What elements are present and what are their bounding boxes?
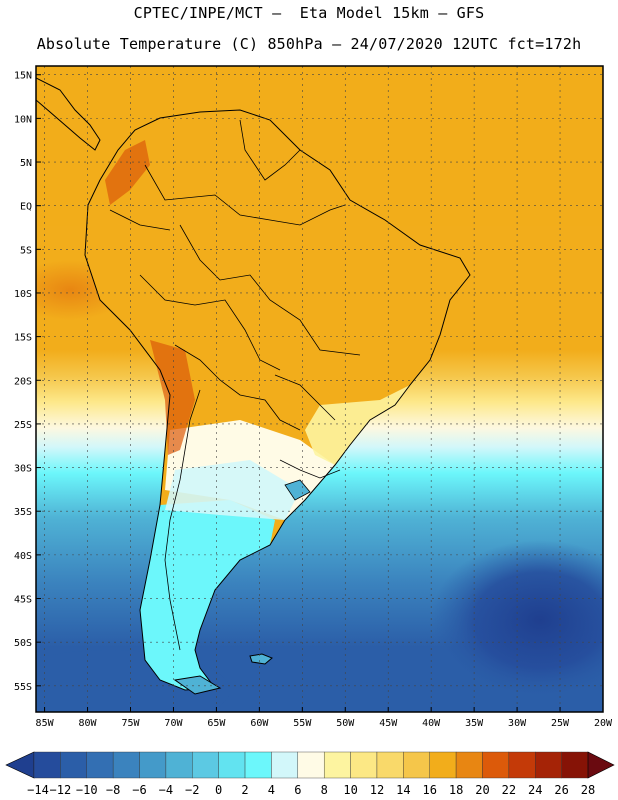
colorbar-label: 8 [321, 783, 328, 797]
colorbar-label: 10 [343, 783, 357, 797]
lon-tick-label: 30W [508, 718, 527, 729]
map-gridlines [36, 66, 604, 712]
lon-tick-label: 75W [121, 718, 140, 729]
longitude-labels: 85W 80W 75W 70W 65W 60W 55W 50W 45W 40W 35W 30W 25W 2… [36, 718, 613, 729]
colorbar-swatch [429, 751, 457, 779]
colorbar-swatch [350, 751, 378, 779]
lon-tick-label: 80W [79, 718, 98, 729]
lat-tick-label: 15S [14, 333, 32, 344]
temperature-map: 15N 10N 5N EQ 5S 10S 15S 20S 25S 30S 35S 40S 45S 50S 5… [14, 65, 613, 729]
lat-tick-label: 35S [14, 507, 32, 518]
lat-tick-label: 10N [14, 114, 32, 125]
map-title: CPTEC/INPE/MCT – Eta Model 15km – GFS [133, 4, 485, 22]
colorbar-label: 20 [475, 783, 489, 797]
lat-tick-label: 50S [14, 638, 32, 649]
colorbar-label: 16 [422, 783, 436, 797]
colorbar-label: 22 [502, 783, 516, 797]
colorbar-label: 0 [215, 783, 222, 797]
colorbar-swatch [86, 751, 114, 779]
cold-core-atlantic [430, 540, 603, 700]
lon-tick-label: 35W [465, 718, 484, 729]
colorbar-swatch [244, 751, 272, 779]
lon-tick-label: 70W [164, 718, 183, 729]
lon-tick-label: 50W [336, 718, 355, 729]
colorbar-swatch [60, 751, 87, 779]
latitude-labels: 15N 10N 5N EQ 5S 10S 15S 20S 25S 30S 35S 40S 45S 50S 5… [14, 71, 32, 693]
colorbar-swatch [297, 751, 325, 779]
colorbar-label: −12 [50, 783, 72, 797]
lon-tick-label: 45W [379, 718, 398, 729]
colorbar-label: −14 [27, 783, 49, 797]
andes-warm-strip [105, 140, 195, 455]
lat-tick-label: 40S [14, 551, 32, 562]
lat-tick-label: 45S [14, 595, 32, 606]
colorbar: −14 −12 −10 −8 −6 −4 −2 0 2 4 6 8 10 12 14 16 18 20 22 24 26… [5, 751, 615, 797]
colorbar-left-arrow [5, 751, 35, 779]
falkland-islands [249, 653, 273, 665]
colorbar-swatch [192, 751, 219, 779]
colorbar-swatch [165, 751, 193, 779]
lat-tick-label: 25S [14, 420, 32, 431]
colorbar-label: 26 [554, 783, 568, 797]
lat-tick-label: 5S [20, 245, 32, 256]
colorbar-label: 2 [241, 783, 248, 797]
colorbar-swatch [535, 751, 562, 779]
colorbar-label: 4 [268, 783, 275, 797]
colorbar-label: −6 [132, 783, 146, 797]
map-frame [35, 65, 604, 713]
colorbar-swatch [112, 751, 140, 779]
temperature-field [36, 66, 603, 712]
lon-tick-label: 85W [36, 718, 55, 729]
colorbar-swatch [455, 751, 483, 779]
colorbar-labels: −14 −12 −10 −8 −6 −4 −2 0 2 4 6 8 10 12 14 16 18 20 22 24 26… [27, 783, 595, 797]
southern-brazil-mild [305, 385, 410, 465]
lat-tick-label: 10S [14, 289, 32, 300]
colorbar-swatch [482, 751, 510, 779]
lat-tick-label: 30S [14, 464, 32, 475]
map-subtitle: Absolute Temperature (C) 850hPa – 24/07/… [36, 35, 582, 53]
colorbar-label: 6 [294, 783, 301, 797]
lon-tick-label: 40W [422, 718, 441, 729]
colorbar-label: −2 [185, 783, 199, 797]
lon-tick-label: 20W [594, 718, 613, 729]
colorbar-swatch [218, 751, 246, 779]
lon-tick-label: 25W [551, 718, 570, 729]
colorbar-swatch [271, 751, 299, 779]
lat-tick-label: 5N [20, 158, 32, 169]
colorbar-swatches [5, 751, 615, 779]
colorbar-label: 14 [396, 783, 410, 797]
colorbar-swatch [508, 751, 536, 779]
argentina-transition [165, 460, 300, 520]
colorbar-label: 24 [528, 783, 542, 797]
colorbar-swatch [139, 751, 167, 779]
lat-tick-label: 55S [14, 682, 32, 693]
coastline [84, 109, 471, 691]
colorbar-label: 18 [449, 783, 463, 797]
colorbar-right-arrow [587, 751, 615, 779]
lagoa-dos-patos [284, 479, 311, 501]
lon-tick-label: 55W [293, 718, 312, 729]
colorbar-label: 28 [581, 783, 595, 797]
lat-tick-label: EQ [20, 202, 32, 213]
tierra-del-fuego [173, 675, 222, 695]
central-america-coast [36, 77, 101, 151]
lon-tick-label: 65W [207, 718, 226, 729]
colorbar-swatch [561, 751, 589, 779]
colorbar-swatch [376, 751, 404, 779]
lat-tick-label: 20S [14, 376, 32, 387]
colorbar-label: −4 [159, 783, 173, 797]
colorbar-label: 12 [370, 783, 384, 797]
colorbar-swatch [33, 751, 61, 779]
lon-tick-label: 60W [250, 718, 269, 729]
colorbar-label: −10 [76, 783, 98, 797]
lat-tick-label: 15N [14, 71, 32, 82]
colorbar-swatch [403, 751, 430, 779]
colorbar-label: −8 [106, 783, 120, 797]
colorbar-swatch [323, 751, 351, 779]
